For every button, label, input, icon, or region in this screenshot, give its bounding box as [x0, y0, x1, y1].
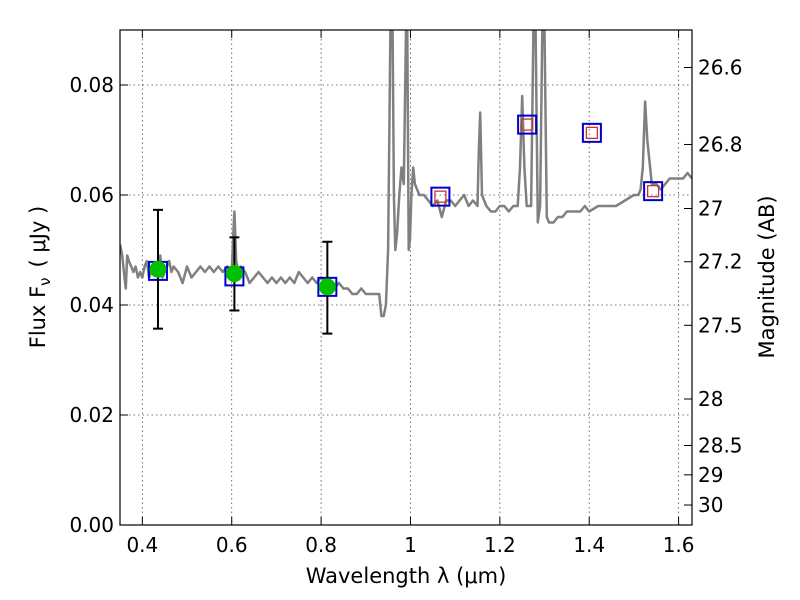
- model-flux-square: [643, 181, 664, 202]
- y2-tick-label: 28: [698, 387, 723, 411]
- y-tick-label: 0.08: [69, 73, 114, 97]
- plot-frame: [119, 29, 693, 526]
- upper-limit-square: [646, 184, 660, 198]
- axes: 0.4 0.6 0.8 1 1.2 1.4 1.6 0.00 0.02 0.04 0.06 0.08 2…: [69, 30, 743, 557]
- x-tick-label: 0.8: [305, 533, 337, 557]
- y2-tick-label: 27.2: [698, 250, 743, 274]
- upper-limit-square: [434, 190, 447, 203]
- upper-limit-square: [520, 118, 534, 131]
- upper-limit-square: [585, 126, 599, 139]
- x-tick-label: 1.4: [573, 533, 605, 557]
- y2-axis-title: Magnitude (AB): [755, 195, 779, 358]
- y-tick-label: 0.04: [69, 293, 114, 317]
- x-tick-label: 0.4: [126, 533, 158, 557]
- y2-tick-label: 27.5: [698, 313, 743, 337]
- model-spectrum-line: [120, 30, 692, 318]
- y-axis-title-main: Flux F: [26, 286, 50, 348]
- x-tick-label: 1.6: [663, 533, 695, 557]
- observed-flux-point: [318, 278, 336, 296]
- y-axis-title-subscript: ν: [36, 277, 54, 285]
- y-axis-title: Flux Fν ( μJy ): [26, 206, 54, 349]
- y-tick-label: 0.02: [69, 403, 114, 427]
- model-flux-square: [430, 186, 451, 207]
- y-tick-label: 0.06: [69, 183, 114, 207]
- y2-tick-label: 28.5: [698, 433, 743, 457]
- y2-tick-label: 26.8: [698, 132, 743, 156]
- y2-tick-label: 30: [698, 493, 723, 517]
- x-tick-label: 1.2: [484, 533, 516, 557]
- observed-flux-point: [149, 260, 167, 278]
- data-layer: [120, 30, 692, 335]
- y2-tick-label: 29: [698, 463, 723, 487]
- model-flux-square: [517, 114, 538, 135]
- observed-flux-point: [225, 265, 243, 283]
- x-tick-label: 0.6: [216, 533, 248, 557]
- x-axis-title: Wavelength λ (μm): [306, 564, 507, 588]
- y-axis-title-unit: ( μJy ): [26, 206, 50, 268]
- model-flux-square: [581, 122, 602, 143]
- y-tick-label: 0.00: [69, 513, 114, 537]
- y2-tick-label: 26.6: [698, 56, 743, 80]
- x-tick-label: 1: [404, 533, 417, 557]
- y2-tick-label: 27: [698, 196, 723, 220]
